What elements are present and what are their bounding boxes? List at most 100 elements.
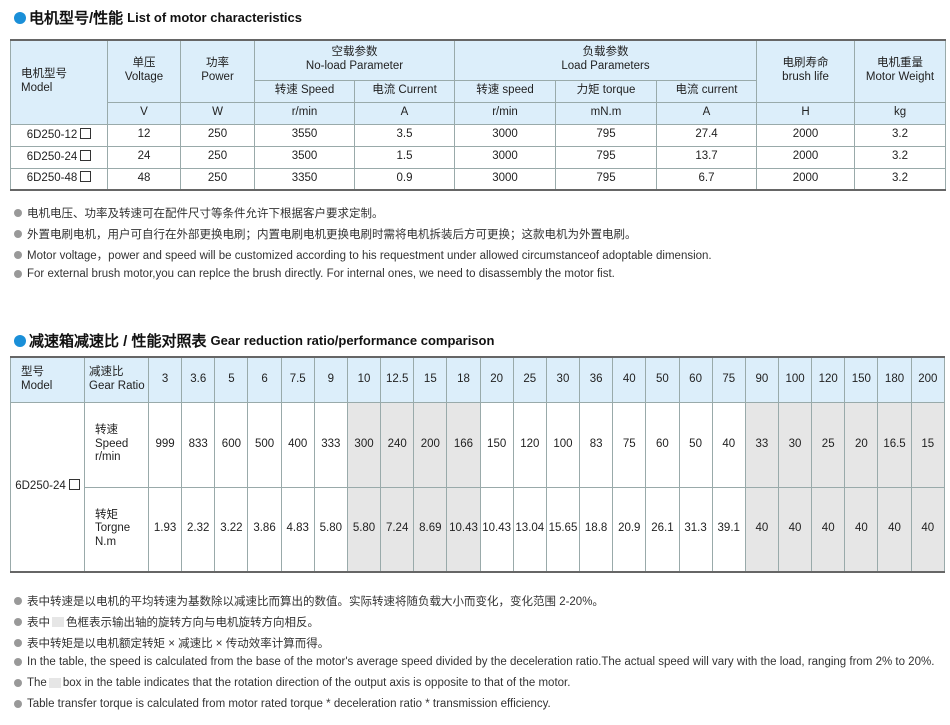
note: In the table, the speed is calculated fr… <box>14 656 934 668</box>
unit-cell: A <box>655 101 758 125</box>
cell: 795 <box>555 123 657 147</box>
speed-cell: 40 <box>711 401 746 488</box>
ratio-header: 180 <box>877 356 912 403</box>
torque-cell: 40 <box>910 486 946 573</box>
table-row: 6D250-24 24 250 3500 1.5 3000 795 13.7 2000 3.2 <box>10 145 947 169</box>
cell: 6D250-48 <box>10 167 108 191</box>
cell: 1.5 <box>354 145 455 169</box>
speed-cell: 400 <box>280 401 315 488</box>
cell: 6D250-24 <box>10 145 108 169</box>
unit-cell: V <box>107 101 181 125</box>
cell: 2000 <box>756 167 856 191</box>
torque-cell: 40 <box>877 486 912 573</box>
note: Motor voltage，power and speed will be cu… <box>14 247 712 263</box>
ratio-header: 120 <box>811 356 846 403</box>
ratio-header: 20 <box>479 356 514 403</box>
cell: 27.4 <box>655 123 758 147</box>
speed-cell: 300 <box>346 401 382 488</box>
ratio-header: 3.6 <box>181 356 216 403</box>
ratio-header: 90 <box>744 356 779 403</box>
ratio-header: 60 <box>678 356 713 403</box>
note: 表中转速是以电机的平均转速为基数除以减速比而算出的数值。实际转速将随负载大小而变… <box>14 593 604 609</box>
subheader: 电流 current <box>655 79 758 103</box>
cell: 3500 <box>254 145 355 169</box>
cell: 795 <box>555 167 657 191</box>
shade-swatch-icon <box>52 617 64 627</box>
note: 外置电刷电机，用户可自行在外部更换电刷；内置电刷电机更换电刷时需将电机拆装后方可… <box>14 226 637 242</box>
torque-cell: 3.86 <box>247 486 282 573</box>
speed-cell: 20 <box>844 401 879 488</box>
subheader: 力矩 torque <box>555 79 657 103</box>
note: The box in the table indicates that the r… <box>14 677 570 689</box>
ratio-header: 36 <box>579 356 614 403</box>
gear-ratio-table: 型号 Model 减速比 Gear Ratio 3 3.6 5 6 7.5 9 10 12.5 15… <box>10 356 946 573</box>
unit-cell: kg <box>854 101 947 125</box>
speed-cell: 500 <box>247 401 282 488</box>
ratio-header: 50 <box>645 356 680 403</box>
torque-cell: 5.80 <box>313 486 348 573</box>
ratio-header: 100 <box>777 356 813 403</box>
note: 电机电压、功率及转速可在配件尺寸等条件允许下根据客户要求定制。 <box>14 205 384 221</box>
bullet-icon <box>14 334 26 347</box>
cell: 48 <box>107 167 181 191</box>
speed-cell: 200 <box>413 401 448 488</box>
cell: 250 <box>180 145 255 169</box>
unit-cell: W <box>180 101 255 125</box>
speed-cell: 15 <box>910 401 946 488</box>
speed-cell: 60 <box>645 401 680 488</box>
checkbox-square-icon <box>80 149 92 161</box>
speed-cell: 30 <box>777 401 813 488</box>
model-cell: 6D250-24 <box>10 401 85 573</box>
cell: 3000 <box>454 145 556 169</box>
cell: 12 <box>107 123 181 147</box>
speed-cell: 150 <box>479 401 514 488</box>
torque-cell: 4.83 <box>280 486 315 573</box>
unit-cell: r/min <box>254 101 355 125</box>
torque-cell: 31.3 <box>678 486 713 573</box>
checkbox-square-icon <box>68 479 80 491</box>
checkbox-square-icon <box>80 127 92 139</box>
unit-cell: H <box>756 101 856 125</box>
cell: 6.7 <box>655 167 758 191</box>
torque-cell: 5.80 <box>346 486 382 573</box>
torque-cell: 18.8 <box>579 486 614 573</box>
speed-cell: 833 <box>181 401 216 488</box>
cell: 2000 <box>756 145 856 169</box>
subheader: 转速 speed <box>454 79 556 103</box>
ratio-header: 200 <box>910 356 946 403</box>
cell: 3.2 <box>854 123 947 147</box>
ratio-header: 40 <box>612 356 647 403</box>
torque-cell: 7.24 <box>380 486 415 573</box>
speed-cell: 83 <box>579 401 614 488</box>
torque-cell: 3.22 <box>214 486 249 573</box>
speed-cell: 120 <box>512 401 547 488</box>
torque-cell: 26.1 <box>645 486 680 573</box>
cell: 0.9 <box>354 167 455 191</box>
ratio-header: 150 <box>844 356 879 403</box>
unit-cell: r/min <box>454 101 556 125</box>
checkbox-square-icon <box>80 171 92 183</box>
ratio-header: 10 <box>346 356 382 403</box>
shade-swatch-icon <box>48 678 61 688</box>
speed-cell: 333 <box>313 401 348 488</box>
speed-cell: 100 <box>545 401 581 488</box>
ratio-header: 15 <box>413 356 448 403</box>
note: Table transfer torque is calculated from… <box>14 698 551 710</box>
ratio-header: 25 <box>512 356 547 403</box>
motor-characteristics-table: 电机型号 Model 单压 Voltage 功率 Power 空载参数 No-load … <box>10 39 947 191</box>
unit-cell: A <box>354 101 455 125</box>
cell: 3.5 <box>354 123 455 147</box>
speed-cell: 25 <box>811 401 846 488</box>
table-row: 6D250-12 12 250 3550 3.5 3000 795 27.4 2000 3.2 <box>10 123 947 147</box>
section2-title: 减速箱减速比 / 性能对照表 Gear reduction ratio/perfo… <box>14 330 494 351</box>
speed-cell: 600 <box>214 401 249 488</box>
torque-cell: 1.93 <box>147 486 183 573</box>
torque-cell: 40 <box>844 486 879 573</box>
torque-cell: 40 <box>811 486 846 573</box>
torque-cell: 10.43 <box>446 486 481 573</box>
cell: 2000 <box>756 123 856 147</box>
cell: 3000 <box>454 167 556 191</box>
torque-cell: 20.9 <box>612 486 647 573</box>
cell: 24 <box>107 145 181 169</box>
section1-title: 电机型号/性能 List of motor characteristics <box>14 7 302 28</box>
